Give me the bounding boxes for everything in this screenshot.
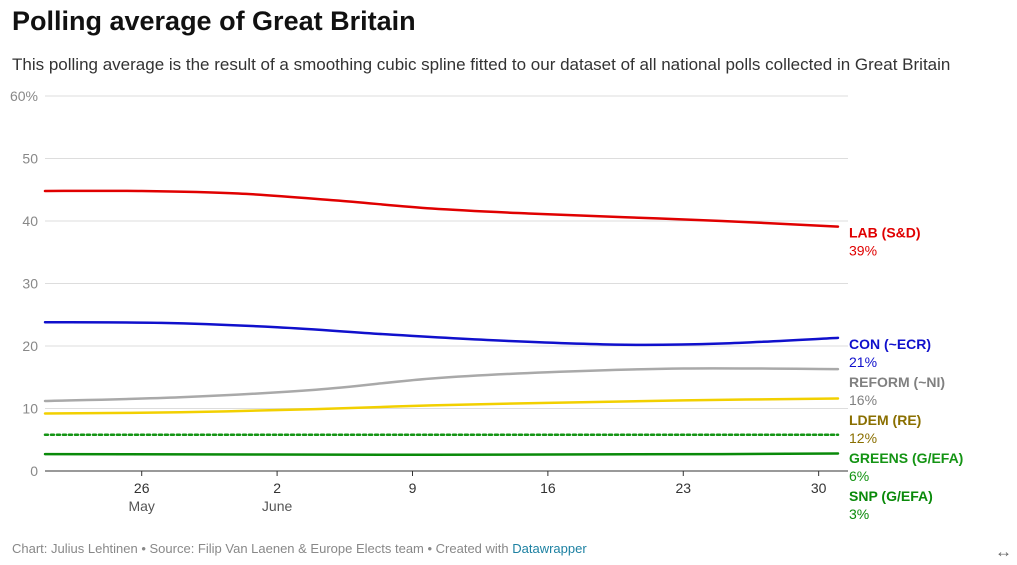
- footer-credits: Chart: Julius Lehtinen • Source: Filip V…: [12, 541, 513, 556]
- y-tick-label: 20: [22, 338, 38, 354]
- series-value-con: 21%: [849, 354, 877, 370]
- y-tick-label: 50: [22, 151, 38, 167]
- series-label-snp: SNP (G/EFA): [849, 488, 933, 504]
- y-axis: 0 10 20 30 40 50 60%: [10, 88, 38, 479]
- x-tick-label: 9: [409, 480, 417, 496]
- x-axis: 26 May 2 June 9 16 23 30: [128, 471, 827, 514]
- series-line-snp: [43, 452, 840, 457]
- series-line-con: [43, 321, 840, 347]
- double-arrow-icon[interactable]: ↔: [995, 542, 1012, 561]
- series-line-ldem: [43, 397, 840, 415]
- x-tick-label: 16: [540, 480, 556, 496]
- series-label-reform: REFORM (~NI): [849, 374, 945, 390]
- datawrapper-link[interactable]: Datawrapper: [512, 541, 587, 556]
- line-chart: 0 10 20 30 40 50 60% 26 May 2 June 9 16 23 30 LAB (S&…: [10, 88, 963, 522]
- x-tick-label: 2: [273, 480, 281, 496]
- y-tick-label: 10: [22, 401, 38, 417]
- y-tick-label: 40: [22, 213, 38, 229]
- chart-title: Polling average of Great Britain: [12, 6, 416, 36]
- x-tick-month-label: May: [128, 498, 154, 514]
- series-value-reform: 16%: [849, 392, 877, 408]
- gridlines: [45, 95, 848, 472]
- series-value-greens: 6%: [849, 468, 869, 484]
- series-label-ldem: LDEM (RE): [849, 412, 921, 428]
- y-tick-label: 0: [30, 463, 38, 479]
- x-tick-month-label: June: [262, 498, 293, 514]
- series-label-con: CON (~ECR): [849, 336, 931, 352]
- chart-subtitle: This polling average is the result of a …: [12, 55, 951, 74]
- series-labels: LAB (S&D) 39% CON (~ECR) 21% REFORM (~NI) 16%…: [849, 225, 963, 522]
- series-label-lab: LAB (S&D): [849, 225, 921, 241]
- x-tick-label: 23: [675, 480, 691, 496]
- series-value-ldem: 12%: [849, 430, 877, 446]
- series-line-reform: [43, 367, 840, 403]
- series-lines: [43, 189, 840, 457]
- y-tick-label: 30: [22, 276, 38, 292]
- x-tick-label: 26: [134, 480, 150, 496]
- series-label-greens: GREENS (G/EFA): [849, 450, 963, 466]
- chart-footer: Chart: Julius Lehtinen • Source: Filip V…: [12, 541, 587, 556]
- series-value-snp: 3%: [849, 506, 869, 522]
- y-tick-label: 60%: [10, 88, 38, 104]
- series-line-lab: [43, 189, 840, 228]
- series-value-lab: 39%: [849, 243, 877, 259]
- x-tick-label: 30: [811, 480, 827, 496]
